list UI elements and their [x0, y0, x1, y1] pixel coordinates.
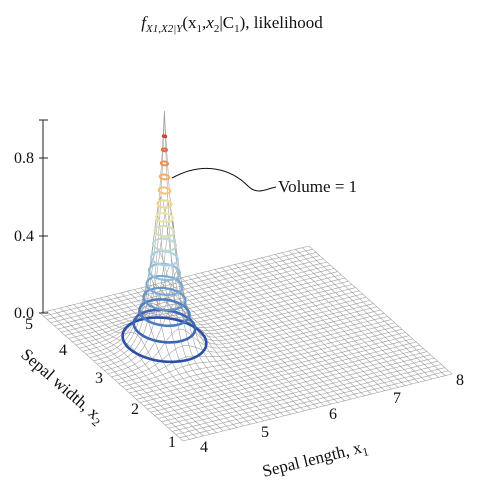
contour-ring-14	[160, 147, 169, 153]
mesh-line-x1-35	[275, 254, 419, 383]
y-tick-label-2: 3	[95, 370, 103, 387]
x-tick-label-2: 6	[329, 406, 337, 423]
contour-ring-4	[145, 274, 184, 296]
mesh-line-x1-23	[194, 274, 338, 403]
contour-ring-15	[161, 134, 168, 139]
z-tick-label-2: 0.8	[14, 150, 34, 167]
mesh-line-x1-36	[281, 252, 426, 381]
contour-lines	[121, 134, 208, 364]
mesh-line-x1-0	[39, 312, 184, 442]
mesh-line-x1-33	[261, 257, 406, 386]
y-tick-label-1: 2	[131, 401, 139, 418]
mesh-line-x1-39	[302, 247, 446, 376]
mesh-line-x1-24	[201, 272, 345, 402]
mesh-line-x1-31	[248, 260, 392, 390]
x-axis: 4 5 6 7 8 Sepal length, x1	[200, 372, 464, 483]
mesh-line-x1-4	[66, 306, 211, 435]
mesh-line-x1-13	[127, 290, 271, 420]
mesh-line-x1-29	[234, 264, 379, 393]
y-axis: 1 2 3 4 5 Sepal width, x2	[17, 316, 176, 451]
mesh-line-x1-7	[86, 301, 231, 430]
mesh-line-x1-5	[73, 304, 217, 433]
mesh-line-x1-30	[241, 262, 385, 391]
mesh-line-x1-37	[288, 250, 432, 380]
chart-title: fX1,X2|Y(x1,x2|C1), likelihood	[141, 13, 323, 35]
x-tick-label-0: 4	[200, 439, 208, 456]
contour-ring-2	[138, 298, 191, 328]
mesh-line-x1-3	[60, 307, 204, 437]
volume-annotation: Volume = 1	[278, 177, 357, 196]
z-tick-label-0: 0.0	[14, 305, 34, 322]
mesh-line-x1-17	[154, 284, 298, 413]
mesh-line-x1-34	[268, 255, 412, 385]
z-axis: 0.0 0.4 0.8	[14, 119, 48, 322]
mesh-line-x1-27	[221, 267, 365, 397]
mesh-line-x1-1	[46, 311, 190, 440]
mesh-line-x1-40	[308, 245, 453, 375]
mesh-line-x1-10	[107, 111, 251, 425]
contour-ring-8	[153, 224, 176, 238]
contour-ring-10	[156, 199, 173, 209]
mesh-line-x1-20	[174, 279, 318, 408]
mesh-line-x1-25	[207, 270, 352, 400]
contour-ring-13	[159, 160, 170, 167]
y-tick-label-3: 4	[59, 342, 67, 359]
mesh-line-x1-19	[167, 280, 311, 410]
mesh-line-x1-32	[255, 259, 399, 388]
mesh-line-x2-16	[97, 111, 367, 365]
surface-mesh	[39, 111, 453, 442]
mesh-line-x1-22	[187, 275, 332, 405]
contour-ring-11	[157, 186, 172, 195]
contour-ring-5	[147, 262, 181, 282]
contour-ring-3	[142, 286, 187, 312]
x-tick-label-3: 7	[393, 390, 401, 407]
z-tick-label-1: 0.4	[14, 228, 34, 245]
mesh-line-x1-9	[100, 215, 244, 427]
mesh-line-x1-38	[295, 249, 439, 378]
mesh-line-x1-2	[53, 309, 197, 438]
contour-ring-9	[155, 212, 174, 224]
x-axis-label: Sepal length, x1	[260, 436, 370, 483]
contour-ring-7	[151, 237, 177, 252]
contour-ring-0	[121, 316, 208, 364]
mesh-line-x1-16	[147, 285, 291, 415]
y-tick-label-0: 1	[168, 434, 176, 451]
mesh-line-x1-21	[181, 277, 325, 407]
mesh-line-x1-28	[228, 265, 372, 395]
x-tick-label-1: 5	[261, 424, 269, 441]
y-tick-label-4: 5	[25, 316, 33, 333]
contour-ring-12	[158, 173, 171, 181]
x-tick-label-4: 8	[456, 372, 464, 389]
mesh-line-x1-26	[214, 269, 358, 398]
annotation-leader	[171, 167, 277, 192]
